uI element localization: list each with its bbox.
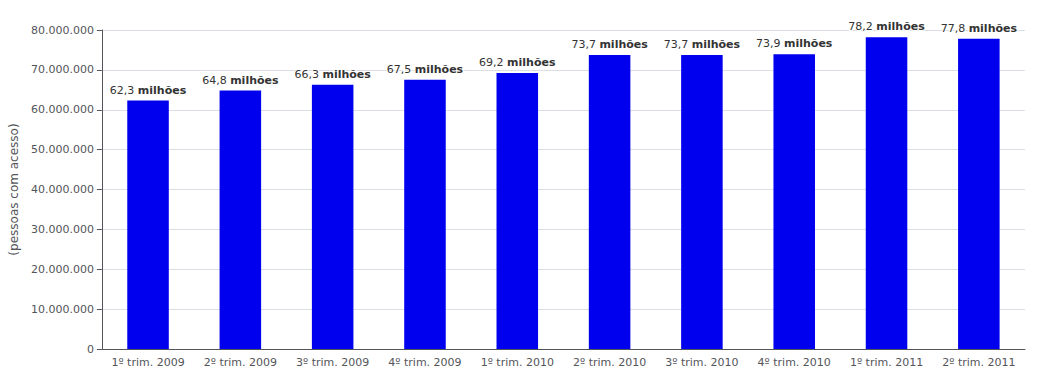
svg-text:1º trim. 2010: 1º trim. 2010 xyxy=(481,356,554,369)
svg-text:3º trim. 2010: 3º trim. 2010 xyxy=(665,356,738,369)
svg-text:milhões: milhões xyxy=(969,22,1018,35)
svg-text:milhões: milhões xyxy=(876,20,925,33)
svg-text:milhões: milhões xyxy=(415,63,464,76)
svg-text:milhões: milhões xyxy=(322,68,371,81)
svg-text:1º trim. 2009: 1º trim. 2009 xyxy=(111,356,184,369)
svg-text:2º trim. 2010: 2º trim. 2010 xyxy=(573,356,646,369)
svg-text:73,7: 73,7 xyxy=(571,38,599,51)
svg-text:64,8: 64,8 xyxy=(202,74,230,87)
svg-text:69,2: 69,2 xyxy=(479,56,507,69)
svg-text:80.000.000: 80.000.000 xyxy=(31,24,94,37)
svg-text:60.000.000: 60.000.000 xyxy=(31,103,94,116)
svg-text:73,7: 73,7 xyxy=(664,38,692,51)
svg-text:0: 0 xyxy=(87,343,94,356)
svg-text:10.000.000: 10.000.000 xyxy=(31,303,94,316)
svg-text:milhões: milhões xyxy=(599,38,648,51)
svg-text:50.000.000: 50.000.000 xyxy=(31,143,94,156)
svg-text:73,9: 73,9 xyxy=(756,37,784,50)
svg-text:2º trim. 2011: 2º trim. 2011 xyxy=(942,356,1015,369)
svg-text:67,5: 67,5 xyxy=(387,63,415,76)
svg-text:30.000.000: 30.000.000 xyxy=(31,223,94,236)
svg-text:62,3: 62,3 xyxy=(110,84,138,97)
svg-text:milhões: milhões xyxy=(230,74,279,87)
svg-text:milhões: milhões xyxy=(138,84,187,97)
svg-text:3º trim. 2009: 3º trim. 2009 xyxy=(296,356,369,369)
svg-text:2º trim. 2009: 2º trim. 2009 xyxy=(204,356,277,369)
svg-text:78,2: 78,2 xyxy=(848,20,876,33)
svg-text:1º trim. 2011: 1º trim. 2011 xyxy=(850,356,923,369)
svg-text:20.000.000: 20.000.000 xyxy=(31,263,94,276)
svg-text:77,8: 77,8 xyxy=(941,22,969,35)
svg-text:66,3: 66,3 xyxy=(294,68,322,81)
svg-text:milhões: milhões xyxy=(507,56,556,69)
svg-text:milhões: milhões xyxy=(692,38,741,51)
svg-text:(pessoas com acesso): (pessoas com acesso) xyxy=(7,123,21,255)
svg-text:40.000.000: 40.000.000 xyxy=(31,183,94,196)
svg-text:4º trim. 2010: 4º trim. 2010 xyxy=(758,356,831,369)
svg-text:70.000.000: 70.000.000 xyxy=(31,63,94,76)
svg-text:milhões: milhões xyxy=(784,37,833,50)
svg-text:4º trim. 2009: 4º trim. 2009 xyxy=(388,356,461,369)
